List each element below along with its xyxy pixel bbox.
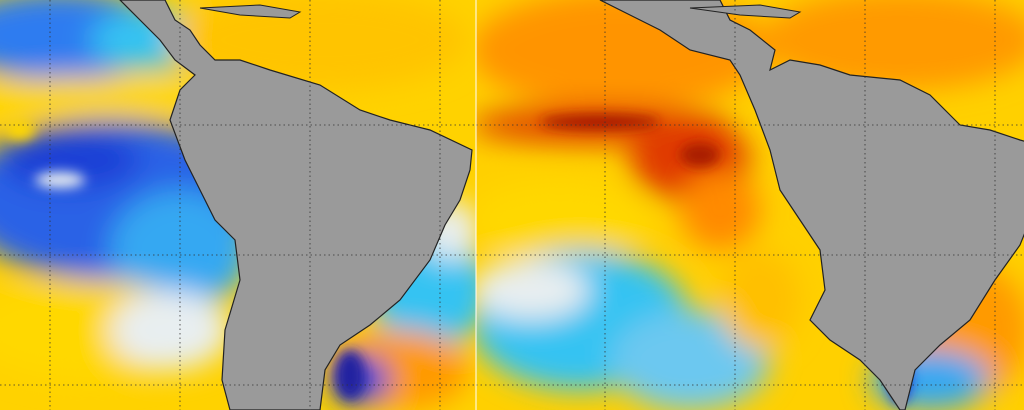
graticule xyxy=(476,0,1024,410)
caribbean-islands xyxy=(689,4,802,19)
caribbean-islands xyxy=(199,4,302,19)
left-map xyxy=(0,0,476,410)
graticule xyxy=(0,0,476,410)
right-map xyxy=(476,0,1024,410)
south-america-landmass xyxy=(119,0,473,410)
south-america-landmass xyxy=(599,0,1024,410)
